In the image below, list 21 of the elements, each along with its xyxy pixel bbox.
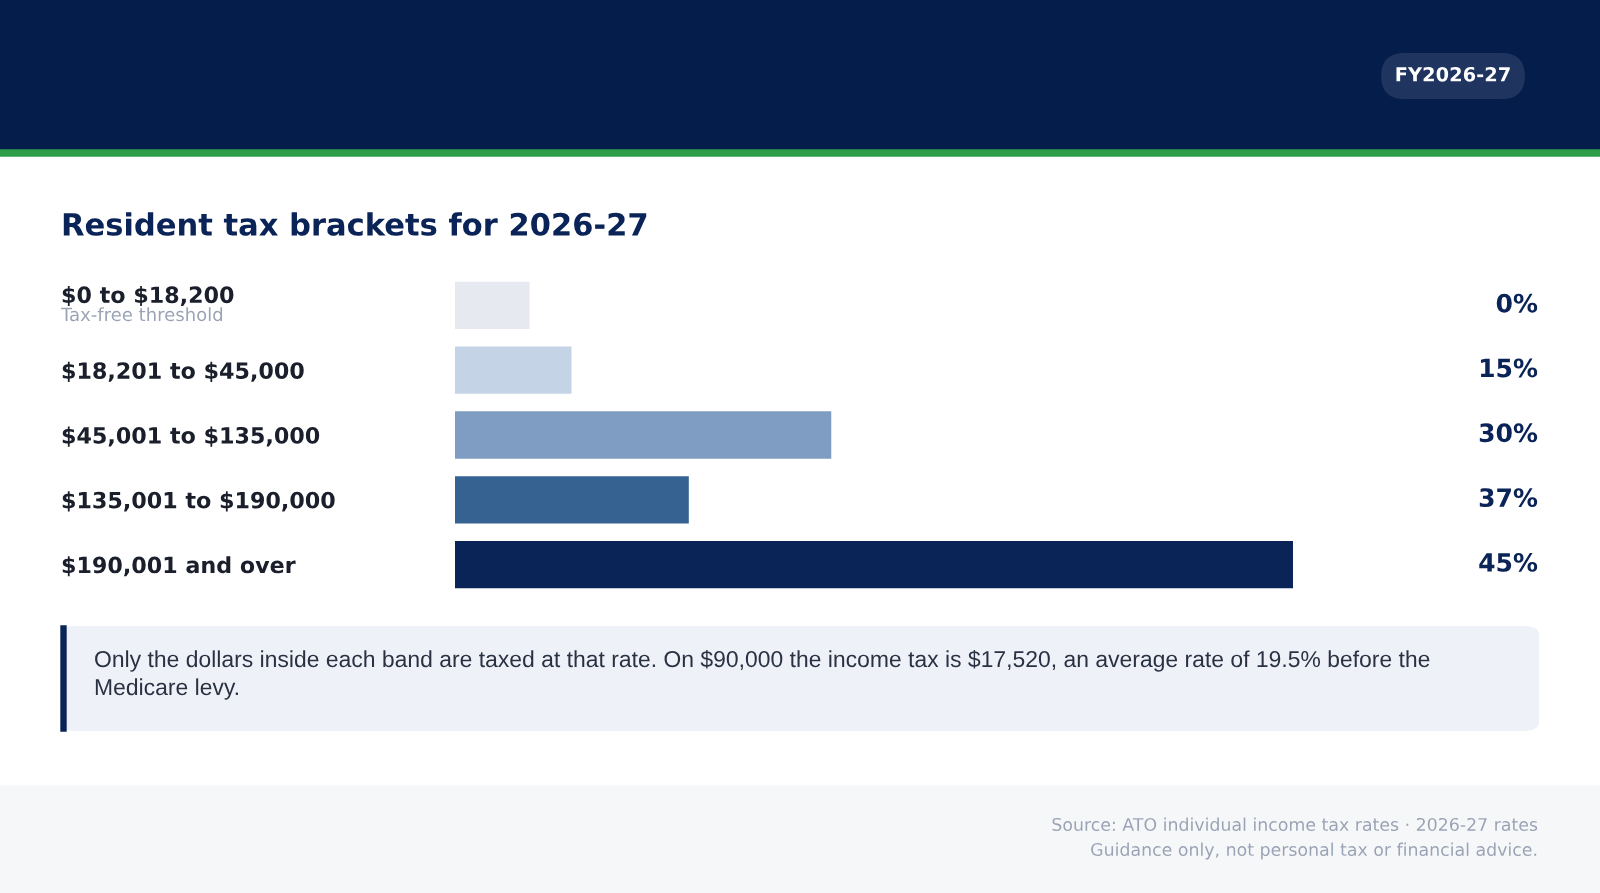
text: Only the dollars inside each band are taxed at that rate. On $90,000 the income tax is $17,520, an average rate of 19.5% before the Medicare levy. <box>95 650 1430 700</box>
text: Tax-free threshold <box>60 307 223 322</box>
y-tick-label: $45,001 to $135,000 <box>62 426 320 447</box>
y-tick-label: $0 to $18,200 <box>62 285 234 307</box>
text: Guidance only, not personal tax or financial advice. <box>1091 842 1537 860</box>
y-tick-label: $18,201 to $45,000 <box>62 361 304 382</box>
bar <box>455 540 1293 589</box>
text: 30% <box>1479 423 1538 443</box>
bar <box>455 281 530 330</box>
source-note: Source: ATO individual income tax rates · 2026-27 rates <box>1052 817 1538 832</box>
text: 37% <box>1479 488 1538 508</box>
chart-title: Resident tax brackets for 2026-27 <box>63 212 647 236</box>
bar <box>455 411 832 459</box>
bar <box>455 476 689 524</box>
bar <box>455 346 572 394</box>
text: 45% <box>1479 552 1538 572</box>
text: 15% <box>1480 358 1538 378</box>
y-tick-label: $135,001 to $190,000 <box>62 491 335 512</box>
text: 0% <box>1496 293 1538 313</box>
y-tick-label: $190,001 and over <box>62 556 296 577</box>
text: FY2026-27 <box>1396 66 1510 82</box>
